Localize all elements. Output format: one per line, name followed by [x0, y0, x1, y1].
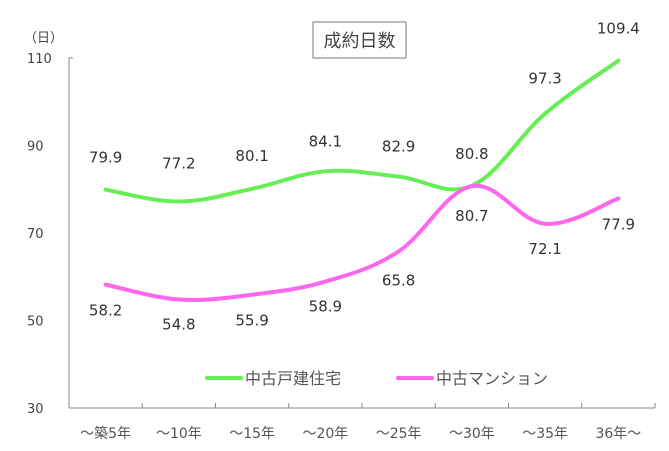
x-tick-label: ～10年	[156, 426, 202, 442]
x-tick-label: ～30年	[449, 426, 495, 442]
data-label: 97.3	[528, 70, 561, 88]
data-label: 58.2	[89, 302, 122, 320]
data-label: 72.1	[528, 240, 561, 258]
y-tick-label: 30	[27, 402, 44, 417]
y-tick-label: 90	[27, 140, 44, 155]
x-tick-label: ～20年	[302, 426, 348, 442]
data-label: 79.9	[89, 149, 122, 167]
legend-label: 中古マンション	[436, 369, 548, 388]
legend-label: 中古戸建住宅	[245, 369, 341, 388]
x-tick-label: 36年～	[595, 426, 641, 442]
x-tick-label: ～35年	[522, 426, 568, 442]
data-label: 84.1	[309, 132, 342, 150]
chart-title: 成約日数	[324, 31, 396, 52]
data-label: 80.1	[235, 147, 268, 165]
data-label: 80.8	[455, 145, 488, 163]
x-tick-label: ～25年	[376, 426, 422, 442]
series-line-0	[103, 58, 621, 204]
data-label: 77.9	[602, 215, 635, 233]
x-tick-label: ～築5年	[80, 426, 131, 442]
data-label: 58.9	[309, 298, 342, 316]
data-label: 65.8	[382, 271, 415, 289]
series-line-1	[103, 183, 621, 302]
y-tick-label: 50	[27, 315, 44, 330]
title-box	[312, 21, 407, 59]
data-label: 82.9	[382, 138, 415, 156]
data-label: 80.7	[455, 207, 488, 225]
x-tick-label: ～15年	[229, 426, 275, 442]
data-label: 55.9	[235, 312, 268, 330]
data-label: 77.2	[162, 155, 195, 173]
data-label: 54.8	[162, 316, 195, 334]
y-tick-label: 70	[27, 227, 44, 242]
y-tick-label: 110	[27, 52, 52, 67]
data-label: 109.4	[597, 20, 640, 38]
y-axis-label: （日）	[24, 31, 63, 46]
